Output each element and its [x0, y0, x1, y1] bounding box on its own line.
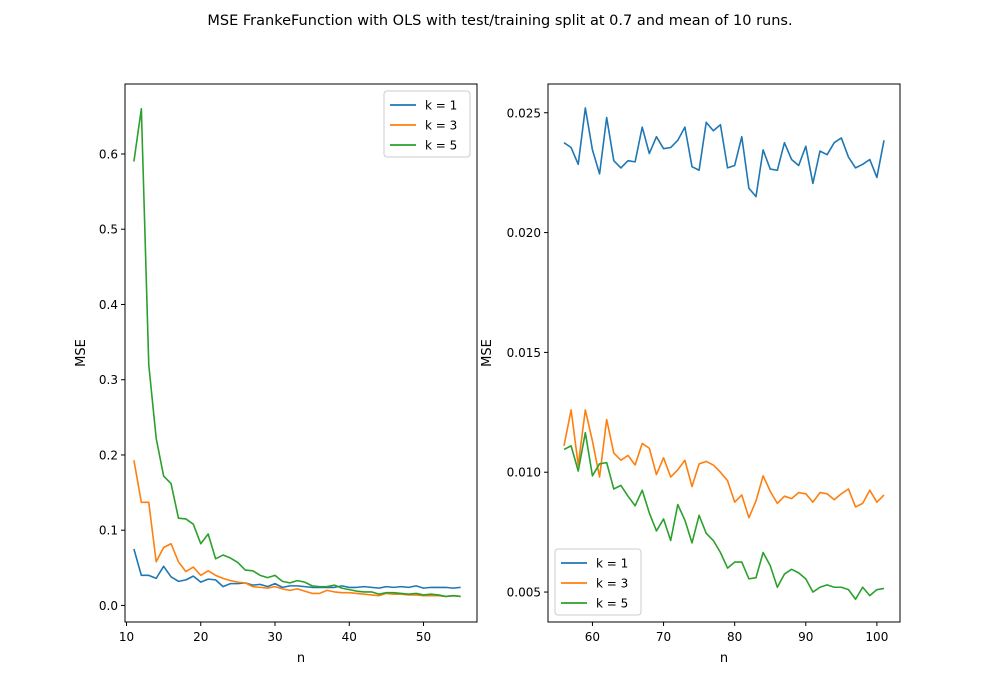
left-series-line-3 [133, 108, 461, 598]
left-x-axis-label: n [297, 651, 305, 666]
right-y-tick-label: 0.010 [507, 466, 541, 480]
left-series-line-1 [133, 548, 461, 589]
right-y-tick-label: 0.020 [507, 226, 541, 240]
right-axes-frame [547, 83, 901, 623]
left-legend-label: k = 3 [425, 119, 457, 133]
right-legend-label: k = 3 [596, 577, 628, 591]
left-y-tick-label: 0.0 [99, 599, 118, 613]
left-x-tick-label: 20 [193, 630, 208, 644]
left-tick-layer: 10 20 30 40 50 0.0 0.1 0.2 0.3 0.4 0.5 0.6 [99, 147, 431, 644]
left-series-layer [133, 108, 461, 598]
right-legend-label: k = 5 [596, 597, 628, 611]
right-y-tick-label: 0.005 [507, 586, 541, 600]
left-chart: 10 20 30 40 50 0.0 0.1 0.2 0.3 0.4 0.5 0.6 n MSE k … [74, 83, 478, 666]
figure-title: MSE FrankeFunction with OLS with test/tr… [207, 13, 792, 29]
right-series-line-2 [563, 409, 885, 519]
right-x-tick-label: 80 [727, 630, 742, 644]
left-y-tick-label: 0.3 [99, 373, 118, 387]
right-y-tick-label: 0.025 [507, 106, 541, 120]
left-x-tick-label: 40 [342, 630, 357, 644]
left-legend: k = 1 k = 3 k = 5 [383, 90, 471, 158]
right-y-axis-label: MSE [480, 339, 495, 367]
right-series-line-1 [563, 107, 885, 198]
left-legend-label: k = 1 [425, 99, 457, 113]
right-chart: 60 70 80 90 100 0.005 0.010 0.015 0.020 0.025 n M… [480, 83, 901, 666]
left-y-tick-label: 0.4 [99, 298, 118, 312]
right-series-line-3 [563, 431, 885, 601]
left-x-tick-label: 30 [267, 630, 282, 644]
left-x-tick-label: 50 [416, 630, 431, 644]
right-tick-layer: 60 70 80 90 100 0.005 0.010 0.015 0.020 0.025 [507, 106, 889, 644]
left-y-tick-label: 0.6 [99, 147, 118, 161]
left-x-tick-label: 10 [119, 630, 134, 644]
right-legend: k = 1 k = 3 k = 5 [554, 548, 642, 616]
right-x-tick-label: 60 [585, 630, 600, 644]
left-y-tick-label: 0.2 [99, 448, 118, 462]
left-y-tick-label: 0.5 [99, 223, 118, 237]
right-legend-box [554, 548, 642, 616]
right-legend-label: k = 1 [596, 557, 628, 571]
left-legend-box [383, 90, 471, 158]
left-legend-label: k = 5 [425, 139, 457, 153]
right-x-tick-label: 70 [656, 630, 671, 644]
left-y-tick-label: 0.1 [99, 524, 118, 538]
left-axes-frame [124, 83, 478, 623]
right-x-tick-label: 90 [798, 630, 813, 644]
right-series-layer [563, 107, 885, 601]
right-x-tick-label: 100 [865, 630, 888, 644]
right-y-tick-label: 0.015 [507, 346, 541, 360]
left-y-axis-label: MSE [74, 339, 89, 367]
right-x-axis-label: n [720, 651, 728, 666]
